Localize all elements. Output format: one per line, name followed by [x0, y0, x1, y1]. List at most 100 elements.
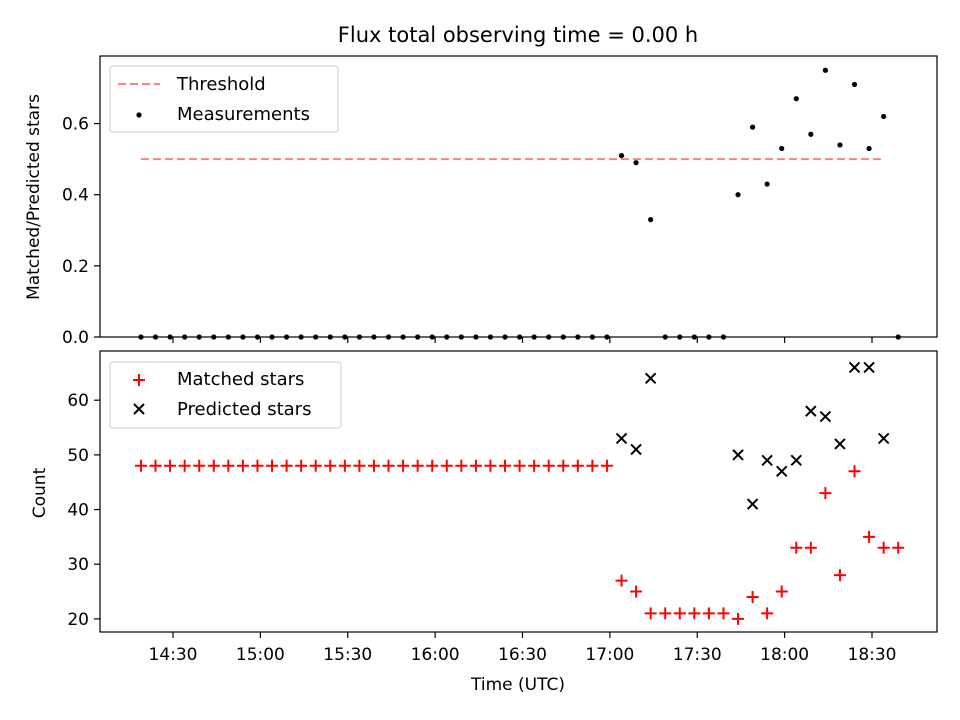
- x-tick-label: 17:00: [585, 645, 634, 665]
- bottom-plot-area: [134, 361, 905, 625]
- top-legend: Threshold Measurements: [109, 65, 339, 133]
- threshold-legend-label: Threshold: [176, 74, 266, 95]
- measurement-point: [881, 113, 887, 120]
- matched-star-point: [338, 459, 351, 472]
- top-y-tick-label: 0.2: [62, 257, 89, 277]
- matched-star-point: [134, 459, 147, 472]
- predicted-star-point: [732, 449, 744, 461]
- top-y-tick-label: 0.4: [62, 186, 89, 206]
- top-panel: 0.0 0.2 0.4 0.6 Matched/Predicted stars Thr…: [24, 55, 938, 348]
- x-tick-label: 16:30: [498, 645, 547, 665]
- predicted-star-point: [863, 361, 875, 374]
- predicted-stars-legend-swatch: [133, 403, 145, 415]
- predicted-star-point: [848, 361, 861, 374]
- measurement-point: [764, 181, 770, 187]
- x-tick-label: 16:00: [411, 645, 460, 665]
- matched-star-point: [659, 607, 672, 620]
- measurement-point: [851, 81, 858, 88]
- matched-stars-legend-label: Matched stars: [177, 369, 304, 390]
- matched-star-point: [644, 607, 657, 620]
- matched-star-point: [775, 585, 788, 598]
- bottom-legend-box: [109, 361, 342, 429]
- matched-star-point: [455, 459, 468, 472]
- predicted-star-point: [746, 498, 759, 510]
- matched-star-point: [761, 607, 774, 620]
- matched-star-point: [848, 465, 861, 478]
- matched-star-point: [571, 459, 584, 472]
- predicted-star-point: [776, 465, 788, 477]
- matched-stars-legend-swatch: [133, 374, 145, 386]
- top-legend-box: [109, 65, 339, 133]
- predicted-star-point: [877, 432, 890, 445]
- matched-star-point: [863, 530, 876, 543]
- matched-star-point: [469, 459, 482, 472]
- matched-star-point: [164, 459, 177, 472]
- matched-star-point: [790, 541, 803, 554]
- measurement-point: [822, 67, 829, 73]
- bottom-y-tick-label: 60: [67, 391, 89, 411]
- matched-star-point: [324, 459, 337, 472]
- matched-star-point: [309, 459, 322, 472]
- matched-star-point: [702, 607, 715, 620]
- bottom-y-axis-label: Count: [30, 467, 50, 518]
- measurement-point: [749, 124, 756, 130]
- matched-star-point: [280, 459, 293, 472]
- x-axis-label: Time (UTC): [470, 675, 565, 695]
- matched-star-point: [600, 459, 613, 472]
- measurement-point: [837, 142, 843, 148]
- top-y-tick-label: 0.6: [62, 115, 89, 135]
- matched-star-point: [804, 541, 817, 554]
- top-y-axis-label: Matched/Predicted stars: [24, 94, 44, 300]
- bottom-axes-frame: [99, 350, 938, 633]
- bottom-x-ticks: 14:30 15:00 15:30 16:00 16:30 17:00 17:30 18:00…: [149, 632, 897, 665]
- bottom-y-tick-label: 40: [67, 501, 89, 521]
- matched-star-point: [207, 459, 220, 472]
- matched-star-point: [688, 607, 701, 620]
- bottom-y-tick-label: 20: [67, 610, 89, 630]
- matched-star-point: [236, 459, 249, 472]
- predicted-star-point: [644, 372, 657, 385]
- matched-star-point: [251, 459, 264, 472]
- matched-star-point: [586, 459, 599, 472]
- top-axes-frame: [99, 55, 938, 338]
- matched-star-point: [542, 459, 555, 472]
- matched-star-point: [411, 459, 424, 472]
- predicted-star-point: [819, 410, 832, 423]
- bottom-y-ticks: 20 30 40 50 60: [67, 391, 100, 630]
- matched-star-point: [353, 459, 366, 472]
- bottom-legend: Matched stars Predicted stars: [109, 361, 342, 429]
- measurement-point: [808, 131, 814, 137]
- measurements-legend-swatch: [136, 112, 142, 118]
- measurements-legend-label: Measurements: [177, 104, 310, 125]
- measurement-point: [779, 145, 785, 152]
- matched-star-point: [630, 585, 643, 598]
- x-tick-label: 14:30: [149, 645, 198, 665]
- bottom-y-tick-label: 30: [67, 555, 89, 575]
- predicted-star-point: [834, 438, 846, 450]
- top-y-tick-label: 0.0: [62, 328, 89, 348]
- matched-star-point: [513, 459, 526, 472]
- x-tick-label: 15:00: [236, 645, 285, 665]
- matched-star-point: [717, 607, 730, 620]
- x-tick-label: 18:00: [760, 645, 809, 665]
- matched-star-point: [819, 487, 832, 500]
- x-tick-label: 17:30: [673, 645, 722, 665]
- matched-star-point: [266, 459, 279, 472]
- predicted-star-point: [615, 432, 628, 445]
- measurement-point: [793, 96, 799, 102]
- matched-star-point: [892, 541, 905, 554]
- matched-star-point: [499, 459, 512, 472]
- predicted-star-point: [790, 454, 802, 467]
- matched-star-point: [732, 612, 745, 625]
- top-y-ticks: 0.0 0.2 0.4 0.6: [62, 115, 100, 348]
- matched-star-point: [673, 607, 686, 620]
- matched-star-point: [178, 459, 191, 472]
- matched-star-point: [426, 459, 439, 472]
- matched-star-point: [382, 459, 395, 472]
- matched-star-point: [193, 459, 206, 472]
- matched-star-point: [833, 569, 846, 582]
- matched-star-point: [295, 459, 308, 472]
- predicted-star-point: [630, 443, 642, 456]
- matched-star-point: [397, 459, 410, 472]
